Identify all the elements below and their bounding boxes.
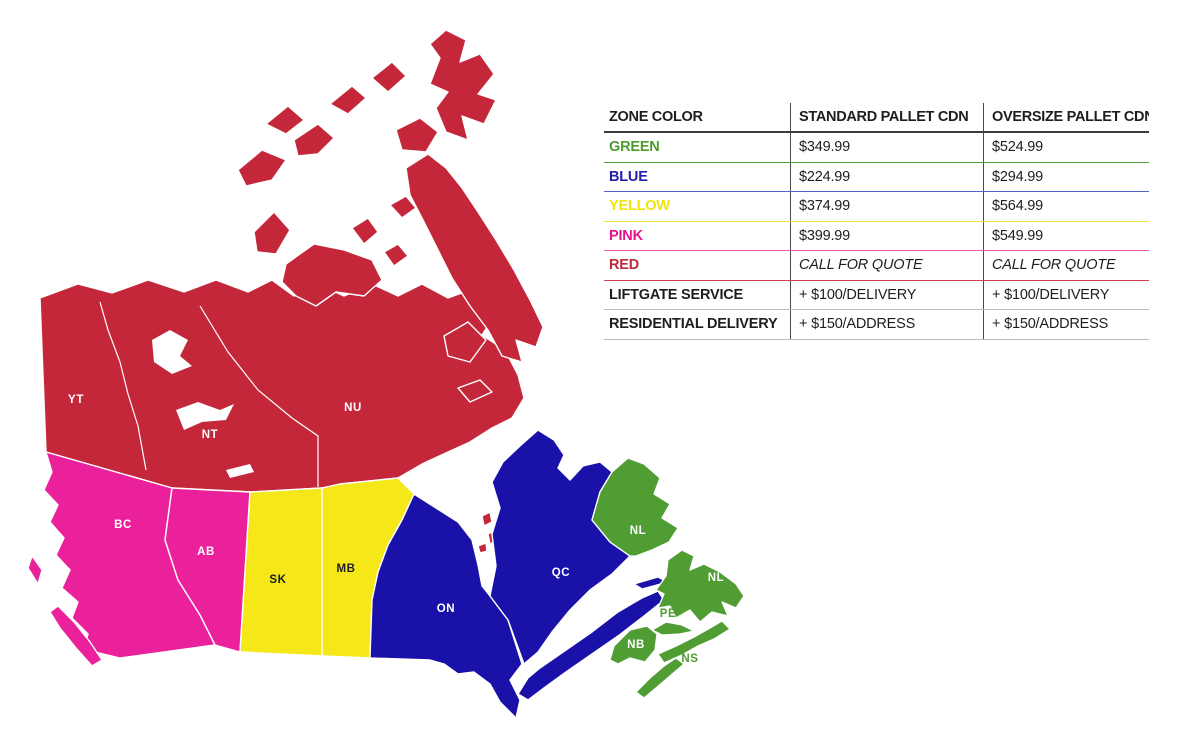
zone-label: BLUE — [609, 168, 648, 185]
island-belcher-1 — [481, 511, 493, 527]
region-labrador — [591, 457, 679, 557]
header-standard-pallet: STANDARD PALLET CDN — [790, 103, 983, 131]
zone-label: GREEN — [609, 139, 660, 156]
region-ns-south-shore — [635, 657, 685, 699]
pricing-table: ZONE COLOR STANDARD PALLET CDN OVERSIZE … — [604, 103, 1149, 340]
region-mainland-yt-nt-nu — [39, 279, 525, 493]
island-baffin — [405, 153, 544, 363]
border-yt-nt — [99, 301, 147, 471]
oversize-price: $564.99 — [983, 192, 1149, 221]
map-label-yt: YT — [68, 394, 84, 406]
zone-red-territories — [39, 29, 544, 554]
oversize-price: $294.99 — [983, 162, 1149, 191]
canada-zone-map: YT NT NU BC AB SK MB ON QC NL NL NB PE N… — [27, 29, 745, 719]
region-newfoundland — [655, 549, 745, 623]
zone-pink-bc-ab — [27, 451, 251, 667]
region-nb — [609, 625, 658, 665]
region-on — [369, 493, 523, 719]
island-king-william — [383, 243, 409, 267]
oversize-price: $524.99 — [983, 133, 1149, 162]
zone-blue-on-qc — [369, 429, 669, 719]
territory-borders — [99, 301, 319, 487]
map-label-ns: NS — [681, 653, 698, 665]
oversize-price: + $150/ADDRESS — [983, 310, 1149, 339]
island-melville — [237, 149, 287, 187]
region-pei — [651, 621, 695, 636]
island-borden — [293, 123, 335, 157]
island-belcher-3 — [477, 542, 488, 554]
standard-price: $374.99 — [790, 192, 983, 221]
island-prince-of-wales — [351, 217, 379, 245]
table-row-green: GREEN $349.99 $524.99 — [604, 133, 1149, 163]
service-label: RESIDENTIAL DELIVERY — [609, 316, 778, 333]
lake-great-slave — [176, 402, 234, 430]
table-row-red: RED CALL FOR QUOTE CALL FOR QUOTE — [604, 251, 1149, 281]
map-label-nb: NB — [627, 639, 645, 651]
service-label: LIFTGATE SERVICE — [609, 286, 744, 303]
lakes — [152, 330, 254, 478]
standard-price: + $100/DELIVERY — [790, 280, 983, 309]
standard-price: CALL FOR QUOTE — [790, 251, 983, 280]
map-label-nl-labrador: NL — [630, 525, 647, 537]
map-label-nt: NT — [202, 429, 219, 441]
map-label-sk: SK — [269, 574, 286, 586]
table-row-residential: RESIDENTIAL DELIVERY + $150/ADDRESS + $1… — [604, 310, 1149, 340]
table-row-liftgate: LIFTGATE SERVICE + $100/DELIVERY + $100/… — [604, 280, 1149, 310]
header-zone-color: ZONE COLOR — [609, 109, 703, 125]
island-haida-gwaii — [27, 555, 43, 585]
map-labels: YT NT NU BC AB SK MB ON QC NL NL NB PE N… — [68, 394, 724, 665]
island-coats — [457, 379, 493, 403]
island-victoria — [281, 243, 383, 307]
map-label-nl-island: NL — [708, 572, 725, 584]
map-label-ab: AB — [197, 546, 215, 558]
region-sk — [239, 487, 323, 657]
island-prince-patrick — [265, 105, 305, 135]
lake-great-bear — [152, 330, 192, 374]
map-label-bc: BC — [114, 519, 132, 531]
border-nt-nu — [199, 305, 319, 487]
map-label-qc: QC — [552, 567, 570, 579]
table-row-yellow: YELLOW $374.99 $564.99 — [604, 192, 1149, 222]
table-row-pink: PINK $399.99 $549.99 — [604, 221, 1149, 251]
oversize-price: $549.99 — [983, 221, 1149, 250]
zone-yellow-sk-mb — [239, 477, 415, 659]
lake-athabasca — [226, 464, 254, 478]
island-banks — [253, 211, 291, 255]
island-axel-heiberg — [371, 61, 407, 93]
region-qc-gaspe — [517, 590, 665, 701]
table-row-blue: BLUE $224.99 $294.99 — [604, 162, 1149, 192]
map-label-pe: PE — [660, 608, 677, 620]
standard-price: $399.99 — [790, 221, 983, 250]
oversize-price: + $100/DELIVERY — [983, 280, 1149, 309]
island-somerset — [389, 195, 417, 219]
island-devon — [395, 117, 439, 153]
island-ellef-ringnes — [329, 85, 367, 115]
standard-price: $224.99 — [790, 162, 983, 191]
map-label-mb: MB — [336, 563, 355, 575]
pricing-table-header-row: ZONE COLOR STANDARD PALLET CDN OVERSIZE … — [604, 103, 1149, 133]
header-oversize-pallet: OVERSIZE PALLET CDN — [983, 103, 1149, 131]
standard-price: + $150/ADDRESS — [790, 310, 983, 339]
zone-label: PINK — [609, 227, 643, 244]
region-qc — [489, 429, 631, 665]
map-label-nu: NU — [344, 402, 362, 414]
zone-green-atlantic — [591, 457, 745, 699]
zone-label: YELLOW — [609, 198, 670, 215]
map-label-on: ON — [437, 603, 455, 615]
island-southampton — [443, 321, 487, 363]
island-ellesmere — [429, 29, 497, 141]
zone-label: RED — [609, 257, 640, 274]
oversize-price: CALL FOR QUOTE — [983, 251, 1149, 280]
standard-price: $349.99 — [790, 133, 983, 162]
island-vancouver — [49, 605, 103, 667]
